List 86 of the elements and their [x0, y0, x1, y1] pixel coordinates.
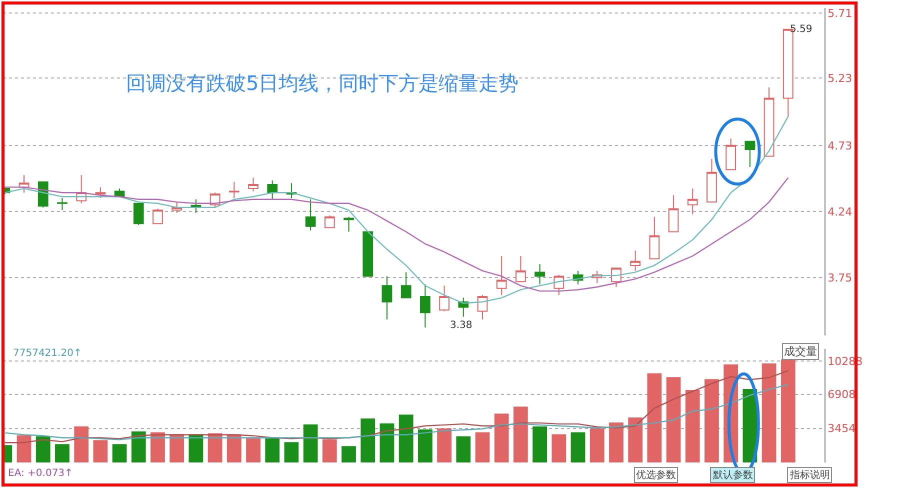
candlestick [516, 256, 526, 282]
annotation: 回调没有跌破5日均线，同时下方是缩量走势 [126, 71, 519, 95]
bar [16, 435, 32, 462]
bar [246, 438, 260, 462]
bar [265, 438, 280, 462]
bar [342, 446, 356, 462]
bar [74, 426, 89, 462]
y-tick-label: 6908 [828, 388, 856, 402]
candlestick [687, 188, 698, 215]
bar [647, 373, 662, 462]
bar [456, 436, 471, 462]
candlestick [344, 216, 354, 232]
bar [36, 436, 50, 462]
annotation: 3.38 [450, 320, 472, 331]
bar [514, 406, 528, 462]
candlestick [324, 215, 335, 228]
bar [570, 432, 586, 462]
bar [360, 418, 376, 462]
candlestick [554, 274, 564, 296]
candlestick [477, 294, 488, 320]
bar [170, 434, 184, 462]
candlestick [496, 256, 507, 296]
candlestick [649, 216, 660, 260]
bar [284, 442, 299, 462]
bar [780, 359, 796, 462]
candlestick [248, 177, 258, 192]
annotation: 7757421.20↑ [13, 348, 82, 359]
candlestick [706, 158, 717, 203]
bar [112, 444, 127, 462]
bar [398, 414, 414, 462]
bar [418, 429, 432, 462]
candlestick [57, 198, 68, 211]
line-series [4, 116, 789, 304]
candlestick [744, 140, 756, 168]
text: 指标说明 [789, 469, 830, 481]
y-tick-label: 5.71 [828, 7, 852, 20]
bar [666, 377, 681, 462]
candlestick [764, 86, 774, 157]
bar [226, 434, 242, 462]
text: 默认参数 [712, 469, 753, 481]
y-tick-label: 4.24 [828, 205, 852, 218]
bar [303, 424, 318, 462]
bar [322, 439, 337, 462]
candlestick [267, 180, 278, 200]
bar [590, 428, 604, 462]
y-tick-label: 3454 [828, 422, 856, 436]
candlestick [668, 194, 679, 232]
candlestick [228, 181, 240, 198]
candlestick [95, 186, 106, 198]
text: EA: +0.073↑ [8, 468, 73, 479]
y-tick-label: 3.75 [828, 271, 852, 284]
candlestick [726, 138, 736, 170]
bar [437, 428, 452, 462]
text: 优选参数 [636, 469, 676, 481]
y-tick-label: 4.73 [828, 139, 852, 152]
bar [93, 440, 108, 462]
candlestick [382, 276, 392, 320]
candlestick [362, 231, 374, 277]
candlestick [400, 272, 412, 298]
annotation: 5.59 [790, 24, 812, 35]
bar [532, 426, 547, 462]
bar [494, 414, 509, 462]
annotation: 成交量 [784, 345, 817, 358]
bar [131, 431, 146, 462]
bar [609, 422, 624, 462]
bar [380, 423, 394, 462]
bar [475, 432, 490, 462]
candlestick [133, 202, 144, 226]
line-series [4, 370, 789, 444]
candlestick [439, 285, 450, 312]
candlestick [611, 268, 622, 288]
bar [55, 444, 70, 462]
bar [685, 390, 700, 462]
bar [628, 418, 642, 462]
bar [704, 379, 719, 462]
bar [762, 363, 776, 462]
bar [552, 434, 566, 462]
candlestick [534, 264, 545, 285]
y-tick-label: 5.23 [828, 72, 852, 85]
bar [150, 432, 165, 462]
candlestick [305, 198, 316, 231]
candlestick [152, 208, 163, 224]
candlestick [420, 284, 430, 328]
candlestick [630, 250, 640, 272]
line-series [4, 177, 789, 292]
line-series [4, 384, 789, 440]
